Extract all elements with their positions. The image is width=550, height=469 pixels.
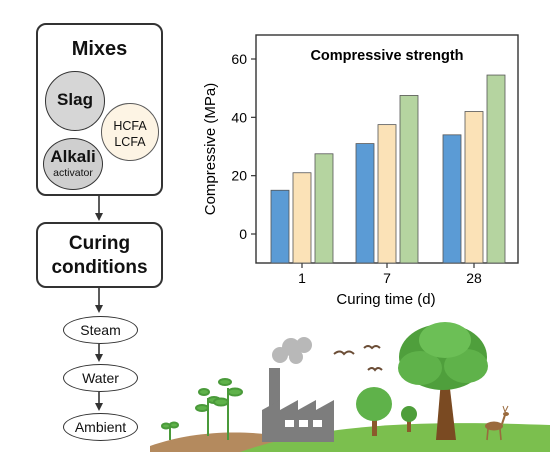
y-tick-label: 40 (231, 109, 247, 125)
landscape-illustration (150, 322, 550, 452)
factory-icon (262, 368, 334, 442)
water-option: Water (63, 364, 138, 392)
bar-series3-day-7 (399, 95, 419, 264)
alkali-label: Alkali (50, 147, 96, 166)
steam-option: Steam (63, 316, 138, 344)
bar-series1-day-7 (355, 143, 375, 264)
smoke-icon (272, 337, 312, 364)
curing-label-line2: conditions (51, 257, 148, 278)
hcfa-label: HCFA (113, 119, 147, 133)
slag-circle: Slag (45, 71, 105, 131)
tree-icon (356, 322, 488, 440)
slag-label: Slag (57, 90, 93, 109)
mixes-title: Mixes (71, 38, 128, 60)
alkali-circle: Alkali activator (43, 138, 103, 190)
mixes-box: Mixes Slag HCFA LCFA Alkali activator (36, 23, 163, 196)
bar-series3-day-1 (314, 153, 334, 264)
curing-conditions-box: Curing conditions (36, 222, 163, 288)
chart-title: Compressive strength (310, 48, 463, 64)
bar-series3-day-28 (486, 74, 506, 264)
y-tick-label: 60 (231, 51, 247, 67)
x-axis-label: Curing time (d) (336, 291, 435, 308)
activator-label: activator (53, 167, 93, 179)
x-tick-label: 28 (466, 270, 482, 286)
y-tick-label: 0 (239, 226, 247, 242)
bird-icon (333, 345, 383, 372)
ambient-option: Ambient (63, 413, 138, 441)
y-axis-label: Compressive (MPa) (202, 83, 219, 216)
seedling-icon (161, 378, 243, 440)
curing-label-line1: Curing (68, 233, 131, 254)
bar-series1-day-1 (270, 189, 290, 264)
deer-icon (485, 405, 509, 441)
x-tick-label: 7 (383, 270, 391, 286)
y-tick-label: 20 (231, 168, 247, 184)
x-tick-label: 1 (298, 270, 306, 286)
grass-hill (240, 423, 550, 452)
compressive-strength-chart: Compressive strength Curing time (d) Com… (202, 34, 519, 308)
bar-series2-day-28 (464, 111, 484, 264)
fly-ash-circle: HCFA LCFA (101, 103, 159, 161)
lcfa-label: LCFA (114, 135, 146, 149)
flow-arrows (95, 196, 103, 411)
bar-series2-day-7 (377, 124, 397, 264)
bar-series1-day-28 (442, 134, 462, 264)
bar-series2-day-1 (292, 172, 312, 264)
